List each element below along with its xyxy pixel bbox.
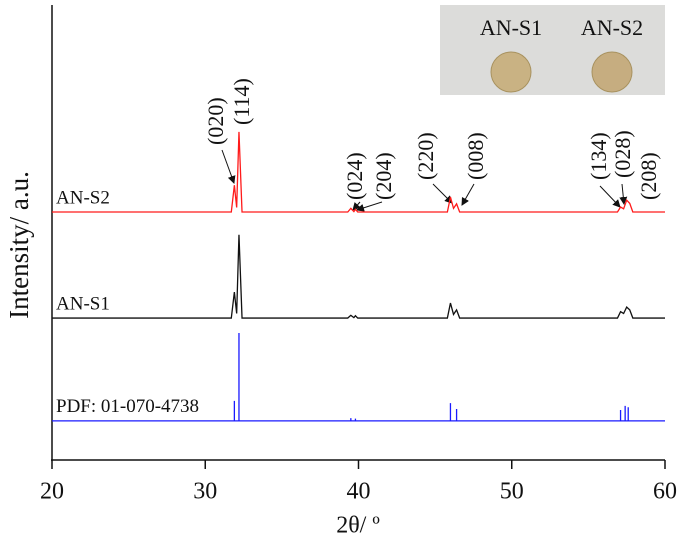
series-label: AN-S2 xyxy=(56,187,110,208)
x-tick-label: 50 xyxy=(500,479,524,505)
y-axis-title: Intensity/ a.u. xyxy=(4,171,34,319)
arrows xyxy=(221,149,628,212)
series-label: AN-S1 xyxy=(56,293,110,314)
peak-annotation: (208) xyxy=(636,152,661,200)
series-line xyxy=(52,333,665,422)
peak-annotation: (008) xyxy=(463,132,488,180)
peak-annotation: (024) xyxy=(342,152,367,200)
peak-annotation: (114) xyxy=(229,78,254,125)
peak-annotation: (204) xyxy=(371,152,396,200)
x-axis-title: 2θ/ º xyxy=(336,513,380,539)
series-line xyxy=(52,234,665,319)
series-line xyxy=(52,131,665,213)
peak-annotation: (134) xyxy=(586,132,611,180)
x-tick-label: 30 xyxy=(193,479,217,505)
inset-photo xyxy=(440,5,665,95)
inset-label: AN-S1 xyxy=(480,15,542,40)
x-tick-label: 20 xyxy=(40,479,64,505)
x-tick-label: 40 xyxy=(347,479,371,505)
peak-annotation: (220) xyxy=(413,132,438,180)
inset-label: AN-S2 xyxy=(581,15,643,40)
peak-annotation: (028) xyxy=(610,130,635,178)
x-tick-label: 60 xyxy=(653,479,677,505)
peak-annotation: (020) xyxy=(203,97,228,145)
series-label: PDF: 01-070-4738 xyxy=(56,396,199,417)
